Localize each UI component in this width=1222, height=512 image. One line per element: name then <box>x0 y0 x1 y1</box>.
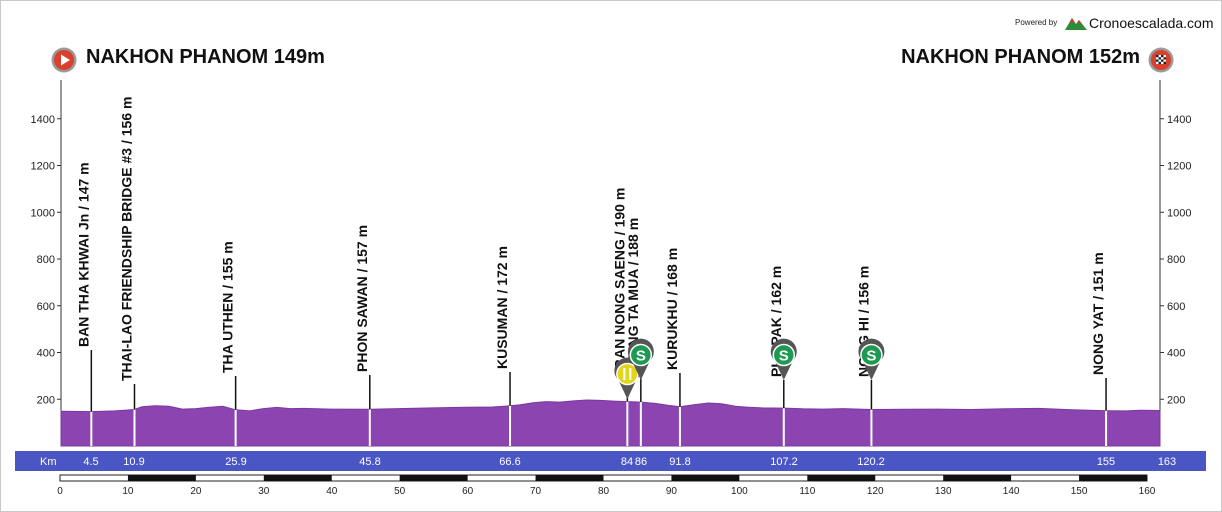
brand-name: Cronoescalada.com <box>1089 15 1214 31</box>
powered-by-label: Powered by <box>1015 18 1058 27</box>
y-tick-label-right: 1400 <box>1167 114 1191 126</box>
x-tick-label: 50 <box>394 486 406 497</box>
waypoint-label: WANG TA MUA / 188 m <box>625 218 641 369</box>
x-tick-label: 140 <box>1003 486 1020 497</box>
y-tick-label-left: 600 <box>37 301 55 313</box>
finish-flag-icon <box>1148 47 1174 73</box>
km-bar-value: 155 <box>1097 456 1115 468</box>
km-bar <box>15 451 1206 471</box>
sprint-marker: S <box>627 338 654 380</box>
scale-bar-segment <box>127 475 196 481</box>
x-tick-label: 0 <box>57 486 63 497</box>
scale-bar-segment <box>943 475 1012 481</box>
scale-bar-segment <box>263 475 332 481</box>
km-bar-value: 84 <box>621 456 633 468</box>
km-bar-value: 91.8 <box>669 456 690 468</box>
km-bar-value: 45.8 <box>359 456 380 468</box>
km-bar-value: 10.9 <box>123 456 144 468</box>
x-tick-label: 130 <box>935 486 952 497</box>
waypoint-label: PHON SAWAN / 157 m <box>354 225 370 372</box>
x-tick-label: 90 <box>666 486 678 497</box>
y-tick-label-left: 1200 <box>31 161 55 173</box>
elevation-area <box>60 399 1161 447</box>
x-tick-label: 40 <box>326 486 338 497</box>
scale-bar-segment <box>535 475 604 481</box>
waypoint-label: NONG YAT / 151 m <box>1090 252 1106 375</box>
sprint-marker: S <box>858 338 885 380</box>
start-location-title: NAKHON PHANOM 149m <box>86 46 325 68</box>
km-bar-value: 86 <box>635 456 647 468</box>
x-tick-label: 120 <box>867 486 884 497</box>
sprint-icon: S <box>866 348 876 365</box>
feed-zone-marker <box>614 357 641 399</box>
y-tick-label-right: 1000 <box>1167 207 1191 219</box>
x-tick-label: 10 <box>122 486 134 497</box>
sprint-marker: S <box>770 338 797 380</box>
x-tick-label: 150 <box>1071 486 1088 497</box>
waypoint-label: BAN NONG SAENG / 190 m <box>611 188 627 369</box>
x-tick-label: 30 <box>258 486 270 497</box>
km-bar-value: 107.2 <box>770 456 798 468</box>
y-tick-label-right: 1200 <box>1167 161 1191 173</box>
finish-location-title: NAKHON PHANOM 152m <box>901 46 1140 68</box>
mountain-logo-icon <box>1065 18 1087 30</box>
waypoint-label: THA UTHEN / 155 m <box>220 241 236 373</box>
y-tick-label-left: 800 <box>37 254 55 266</box>
x-tick-label: 70 <box>530 486 542 497</box>
km-bar-final: 163 <box>1158 456 1176 468</box>
km-bar-value: 4.5 <box>83 456 98 468</box>
scale-bar-segment <box>807 475 876 481</box>
y-tick-label-right: 800 <box>1167 254 1185 266</box>
waypoint-label: KUSUMAN / 172 m <box>494 246 510 369</box>
x-tick-label: 160 <box>1139 486 1156 497</box>
km-bar-value: 120.2 <box>857 456 885 468</box>
km-axis-label: Km <box>40 456 57 468</box>
x-tick-label: 60 <box>462 486 474 497</box>
y-tick-label-left: 1400 <box>31 114 55 126</box>
y-tick-label-right: 200 <box>1167 394 1185 406</box>
y-tick-label-right: 600 <box>1167 301 1185 313</box>
y-tick-label-right: 400 <box>1167 348 1185 360</box>
km-bar-value: 25.9 <box>225 456 246 468</box>
brand-logo[interactable]: Cronoescalada.com <box>1065 13 1214 33</box>
km-bar-value: 66.6 <box>499 456 520 468</box>
feed-zone-icon <box>623 368 632 380</box>
y-tick-label-left: 200 <box>37 394 55 406</box>
scale-bar-segment <box>399 475 468 481</box>
x-tick-label: 110 <box>799 486 815 497</box>
x-tick-label: 20 <box>190 486 202 497</box>
waypoint-label: BAN THA KHWAI Jn / 147 m <box>75 162 91 347</box>
x-tick-label: 80 <box>598 486 610 497</box>
sprint-icon: S <box>779 348 789 365</box>
waypoint-label: KURUKHU / 168 m <box>664 248 680 370</box>
x-tick-label: 100 <box>731 486 748 497</box>
sprint-icon: S <box>636 348 646 365</box>
scale-bar-segment <box>671 475 740 481</box>
y-tick-label-left: 1000 <box>31 207 55 219</box>
start-play-icon <box>51 47 77 73</box>
waypoint-label: THAI-LAO FRIENDSHIP BRIDGE #3 / 156 m <box>118 97 134 381</box>
scale-bar-segment <box>1079 475 1147 481</box>
y-tick-label-left: 400 <box>37 348 55 360</box>
